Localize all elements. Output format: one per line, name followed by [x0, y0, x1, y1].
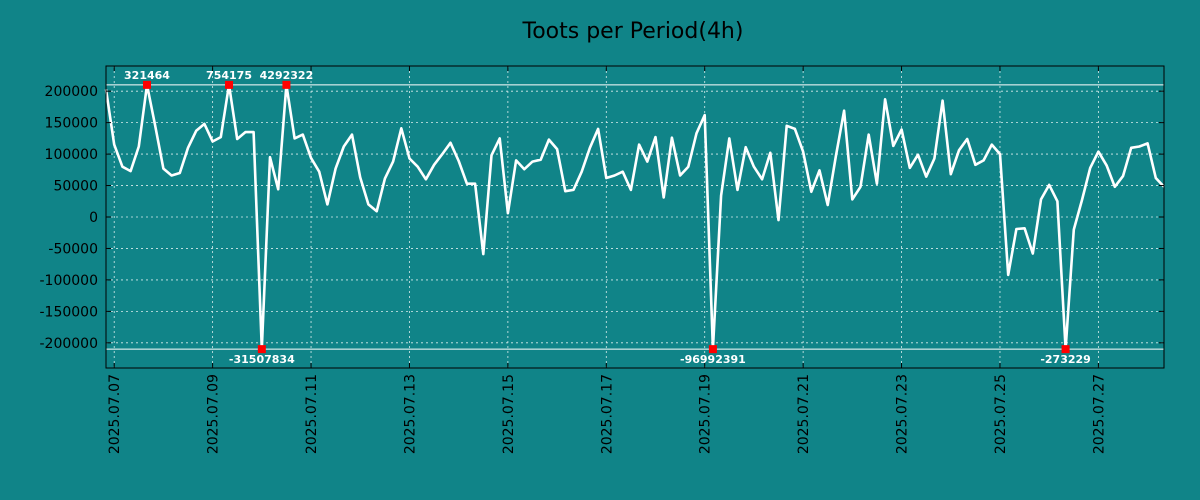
annotation-label: 4292322 — [260, 69, 314, 82]
x-axis-ticks: 2025.07.07 2025.07.09 2025.07.11 2025.07.13… — [107, 66, 1107, 454]
y-tick-label: 200000 — [45, 84, 98, 100]
annotation-label: -273229 — [1040, 353, 1091, 366]
x-tick-label: 2025.07.17 — [599, 374, 615, 454]
y-tick-label: 0 — [89, 210, 98, 226]
annotation-marker — [1061, 345, 1070, 354]
x-tick-label: 2025.07.13 — [402, 374, 418, 454]
y-tick-label: 150000 — [45, 116, 98, 132]
annotation-label: -31507834 — [229, 353, 295, 366]
annotation-label: 321464 — [124, 69, 170, 82]
annotation-label: 754175 — [206, 69, 252, 82]
series-layer — [104, 83, 1165, 351]
x-tick-label: 2025.07.07 — [107, 374, 123, 454]
x-tick-label: 2025.07.11 — [304, 374, 320, 454]
annotation-marker — [143, 80, 152, 89]
annotation-label: -96992391 — [680, 353, 746, 366]
x-tick-label: 2025.07.23 — [895, 374, 911, 454]
y-tick-label: 100000 — [45, 147, 98, 163]
series-line — [104, 83, 1165, 351]
x-tick-label: 2025.07.09 — [206, 374, 222, 454]
annotation-markers: 321464 754175 4292322 -31507834 -96992391 -27… — [124, 69, 1091, 366]
chart-title: Toots per Period(4h) — [522, 19, 744, 44]
y-tick-label: -200000 — [40, 336, 99, 352]
y-tick-label: 50000 — [53, 179, 98, 195]
x-tick-label: 2025.07.19 — [698, 374, 714, 454]
x-tick-label: 2025.07.27 — [1091, 374, 1107, 454]
annotation-marker — [257, 345, 266, 354]
x-tick-label: 2025.07.15 — [501, 374, 517, 454]
y-tick-label: -150000 — [40, 304, 99, 320]
clip-lines — [106, 84, 1164, 350]
x-tick-label: 2025.07.25 — [993, 374, 1009, 454]
y-axis-ticks: 200000 150000 100000 50000 0 -50000 -100000 -15… — [40, 84, 1164, 352]
x-tick-label: 2025.07.21 — [796, 374, 812, 454]
annotation-marker — [225, 80, 234, 89]
annotation-marker — [282, 80, 291, 89]
y-tick-label: -50000 — [48, 241, 98, 257]
y-tick-label: -100000 — [40, 273, 99, 289]
annotation-marker — [708, 345, 717, 354]
